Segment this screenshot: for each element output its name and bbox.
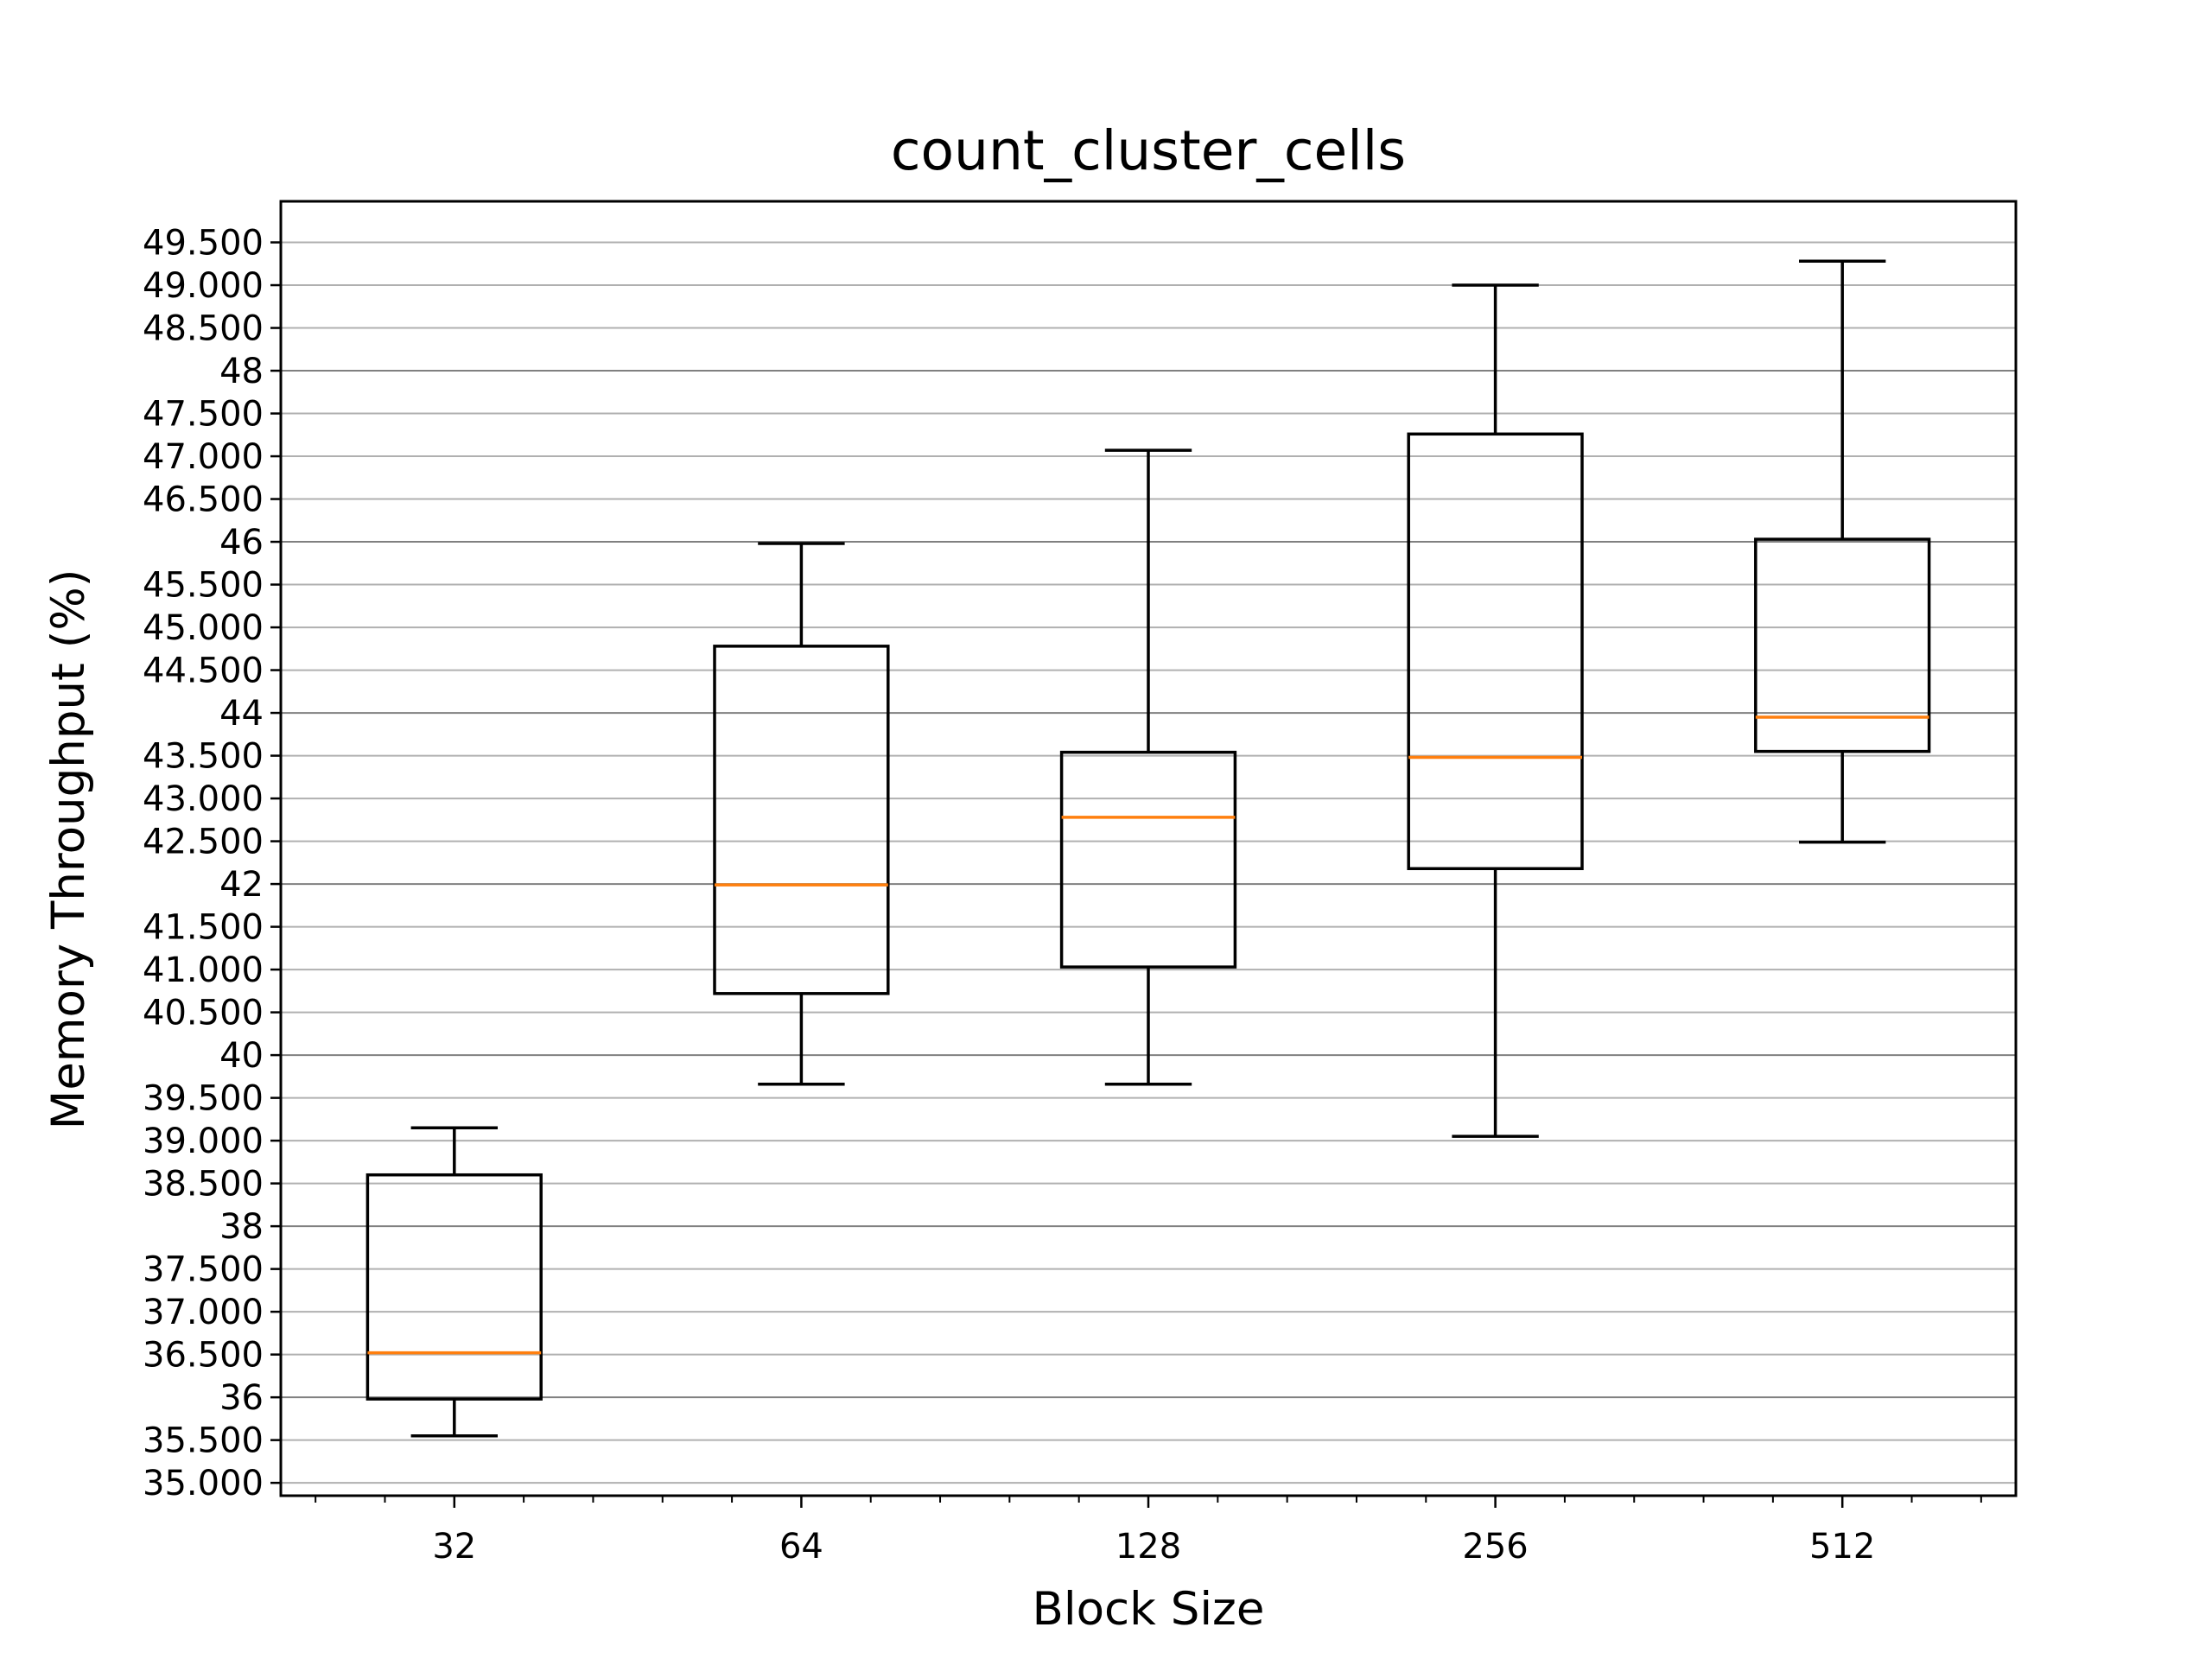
y-tick-label: 37.000	[143, 1293, 264, 1332]
y-tick-label: 36	[219, 1378, 264, 1418]
y-tick-label: 47.500	[143, 395, 264, 435]
box-64	[713, 542, 890, 1086]
y-tick-label: 38.500	[143, 1165, 264, 1205]
y-tick-label: 35.000	[143, 1464, 264, 1503]
box-body	[1407, 432, 1584, 871]
x-tick-label: 64	[779, 1527, 823, 1567]
box-32	[365, 1126, 543, 1438]
chart-title: count_cluster_cells	[891, 119, 1406, 182]
y-axis-label: Memory Throughput (%)	[42, 569, 95, 1130]
y-tick-label: 47.000	[143, 437, 264, 477]
x-tick-label: 128	[1116, 1527, 1181, 1567]
y-tick-label: 46.500	[143, 480, 264, 520]
y-tick-label: 49.000	[143, 266, 264, 306]
box-256	[1407, 283, 1584, 1138]
y-tick-label: 40.500	[143, 994, 264, 1033]
x-axis-label: Block Size	[1033, 1583, 1265, 1636]
y-tick-label: 48	[219, 352, 264, 391]
y-tick-label: 42	[219, 865, 264, 905]
y-tick-label: 44	[219, 694, 264, 734]
x-tick-label: 256	[1462, 1527, 1528, 1567]
y-tick-label: 44.500	[143, 652, 264, 691]
y-tick-label: 36.500	[143, 1336, 264, 1376]
y-tick-label: 43.500	[143, 737, 264, 777]
y-tick-label: 45.000	[143, 608, 264, 648]
box-body	[1059, 750, 1237, 969]
y-tick-label: 40	[219, 1036, 264, 1076]
y-tick-label: 45.500	[143, 566, 264, 606]
x-axis-ticks: 32 64 128 256 512	[315, 1496, 1982, 1567]
y-tick-label: 42.500	[143, 823, 264, 862]
y-tick-label: 43.000	[143, 779, 264, 819]
box-body	[365, 1173, 543, 1401]
y-tick-label: 49.500	[143, 224, 264, 264]
y-tick-label: 39.500	[143, 1079, 264, 1119]
box-plots	[365, 259, 1931, 1438]
y-tick-label: 35.500	[143, 1421, 264, 1461]
box-body	[713, 645, 890, 995]
box-128	[1059, 448, 1237, 1086]
y-tick-label: 39.000	[143, 1122, 264, 1161]
y-tick-label: 38	[219, 1207, 264, 1247]
y-tick-label: 41.000	[143, 950, 264, 990]
x-tick-label: 32	[432, 1527, 476, 1567]
x-tick-label: 512	[1809, 1527, 1875, 1567]
y-tick-label: 37.500	[143, 1250, 264, 1290]
box-512	[1754, 259, 1931, 844]
y-tick-label: 48.500	[143, 309, 264, 349]
box-body	[1754, 537, 1931, 753]
y-tick-label: 46	[219, 523, 264, 563]
y-tick-label: 41.500	[143, 908, 264, 948]
